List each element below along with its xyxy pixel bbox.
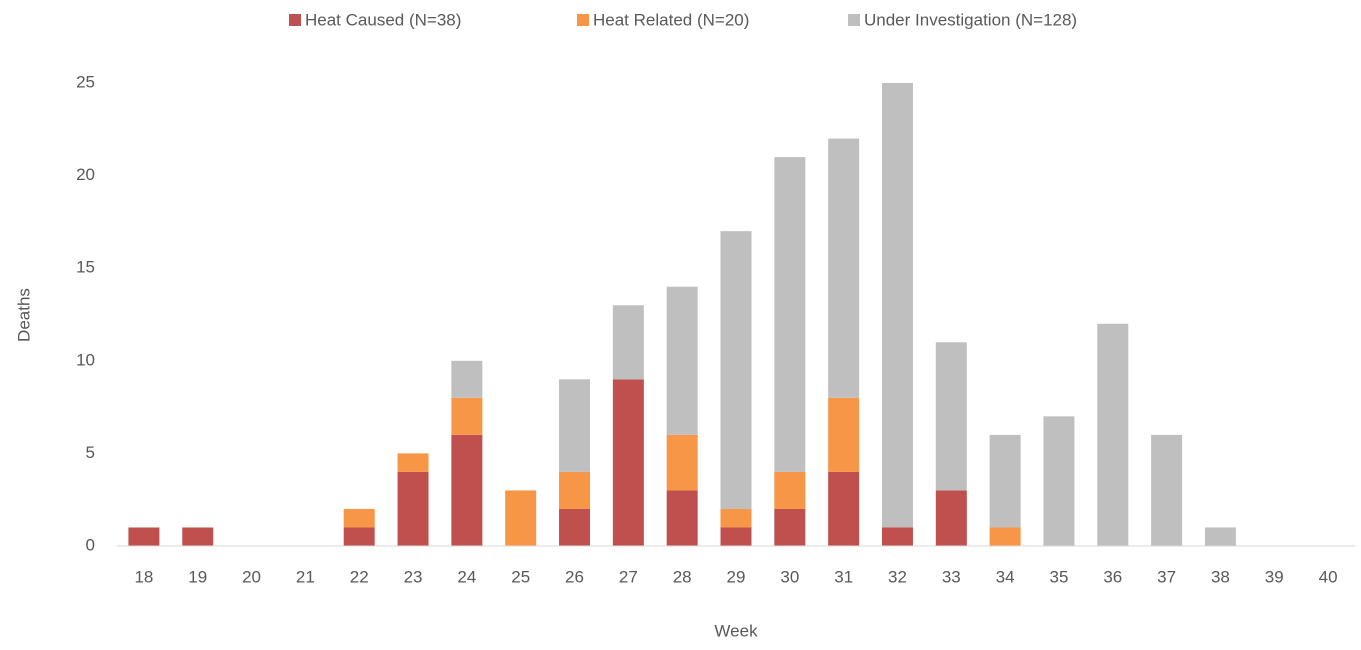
bar-segment	[451, 397, 483, 435]
x-tick-label: 37	[1157, 567, 1176, 586]
y-tick-label: 15	[76, 258, 95, 277]
bar-segment	[451, 434, 483, 546]
legend-swatch	[577, 14, 589, 26]
x-tick-label: 18	[134, 567, 153, 586]
x-tick-label: 22	[350, 567, 369, 586]
bar-segment	[666, 286, 698, 435]
y-tick-label: 5	[86, 443, 95, 462]
bar-segment	[128, 527, 160, 546]
bar-segment	[881, 527, 913, 546]
bar-segment	[989, 527, 1021, 546]
bar-segment	[397, 453, 429, 472]
bar-segment	[828, 138, 860, 398]
bar-segment	[1204, 527, 1236, 546]
bar-segment	[720, 527, 752, 546]
bar-segment	[343, 527, 375, 546]
x-tick-label: 21	[296, 567, 315, 586]
bar-segment	[1151, 434, 1183, 546]
bar-segment	[774, 508, 806, 546]
bar-segment	[720, 231, 752, 509]
bar-segment	[828, 397, 860, 472]
y-tick-label: 25	[76, 72, 95, 91]
bar-segment	[612, 305, 644, 380]
x-tick-label: 31	[834, 567, 853, 586]
x-tick-label: 38	[1211, 567, 1230, 586]
y-tick-label: 10	[76, 350, 95, 369]
bar-segment	[397, 471, 429, 546]
x-tick-label: 36	[1103, 567, 1122, 586]
x-tick-label: 40	[1319, 567, 1338, 586]
bar-segment	[666, 434, 698, 491]
bar-segment	[1097, 323, 1129, 546]
bar-segment	[881, 83, 913, 528]
bar-segment	[505, 490, 537, 546]
bar-segment	[828, 471, 860, 546]
x-tick-label: 20	[242, 567, 261, 586]
bar-segment	[989, 434, 1021, 528]
x-tick-label: 34	[996, 567, 1015, 586]
y-axis-title: Deaths	[14, 288, 33, 342]
x-tick-label: 29	[727, 567, 746, 586]
bar-segment	[559, 379, 591, 472]
x-tick-label: 32	[888, 567, 907, 586]
x-tick-label: 24	[457, 567, 476, 586]
bar-segment	[1043, 416, 1075, 546]
y-tick-label: 0	[86, 535, 95, 554]
bar-segment	[774, 471, 806, 509]
x-tick-label: 26	[565, 567, 584, 586]
legend-swatch	[848, 14, 860, 26]
x-tick-label: 25	[511, 567, 530, 586]
bar-segment	[774, 157, 806, 472]
bar-segment	[720, 508, 752, 528]
x-tick-label: 23	[404, 567, 423, 586]
bar-segment	[935, 342, 967, 491]
x-tick-label: 33	[942, 567, 961, 586]
x-tick-label: 19	[188, 567, 207, 586]
legend-swatch	[289, 14, 301, 26]
bar-segment	[559, 508, 591, 546]
y-tick-label: 20	[76, 165, 95, 184]
legend-label: Heat Related (N=20)	[593, 10, 749, 29]
bar-segment	[666, 490, 698, 546]
bar-segment	[559, 471, 591, 509]
bar-segment	[182, 527, 214, 546]
x-tick-label: 30	[780, 567, 799, 586]
bar-segment	[343, 508, 375, 528]
x-tick-label: 27	[619, 567, 638, 586]
bar-segment	[612, 379, 644, 546]
legend-label: Heat Caused (N=38)	[305, 10, 461, 29]
x-tick-label: 39	[1265, 567, 1284, 586]
x-axis-title: Week	[714, 621, 758, 640]
x-tick-label: 28	[673, 567, 692, 586]
bar-segment	[451, 360, 483, 398]
bar-segment	[935, 490, 967, 546]
legend-label: Under Investigation (N=128)	[864, 10, 1077, 29]
x-tick-label: 35	[1049, 567, 1068, 586]
